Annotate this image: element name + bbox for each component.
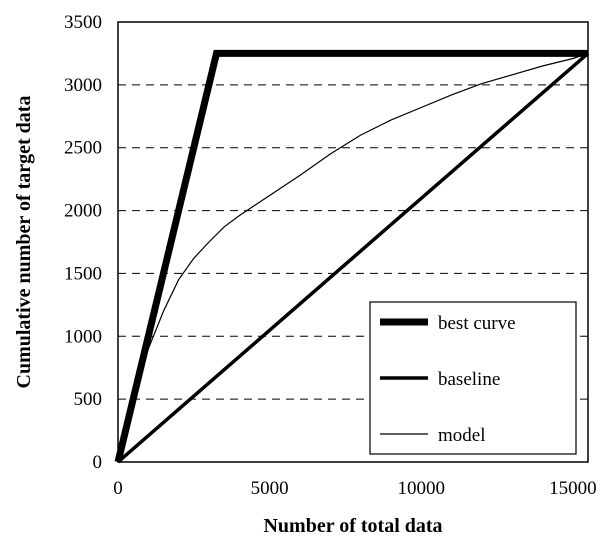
y-axis-title: Cumulative number of target data — [13, 96, 35, 389]
legend-label-model: model — [438, 425, 486, 446]
y-tick-label: 2500 — [64, 138, 102, 159]
series-group — [114, 49, 590, 464]
x-tick-label: 10000 — [397, 478, 445, 499]
legend: best curve baseline model — [369, 301, 577, 455]
y-tick-label: 500 — [74, 389, 103, 410]
y-tick-label: 1000 — [64, 326, 102, 347]
x-tick-label: 0 — [113, 478, 123, 499]
y-tick-label: 0 — [93, 452, 103, 473]
series-line-baseline — [116, 52, 590, 464]
series-line-model — [117, 52, 589, 463]
series-line-best-curve — [114, 49, 588, 463]
x-tick-label: 5000 — [251, 478, 289, 499]
x-axis-title: Number of total data — [263, 515, 442, 537]
y-tick-label: 3500 — [64, 12, 102, 33]
x-tick-label: 15000 — [549, 478, 597, 499]
y-tick-label: 2000 — [64, 201, 102, 222]
y-tick-label: 3000 — [64, 75, 102, 96]
legend-label-baseline: baseline — [438, 369, 500, 390]
y-tick-label: 1500 — [64, 263, 102, 284]
y-tick-labels: 0 500 1000 1500 2000 2500 3000 3500 — [64, 12, 102, 473]
x-tick-labels: 0 5000 10000 15000 — [113, 478, 596, 499]
legend-label-best-curve: best curve — [438, 313, 516, 334]
plot-frame — [117, 21, 589, 463]
